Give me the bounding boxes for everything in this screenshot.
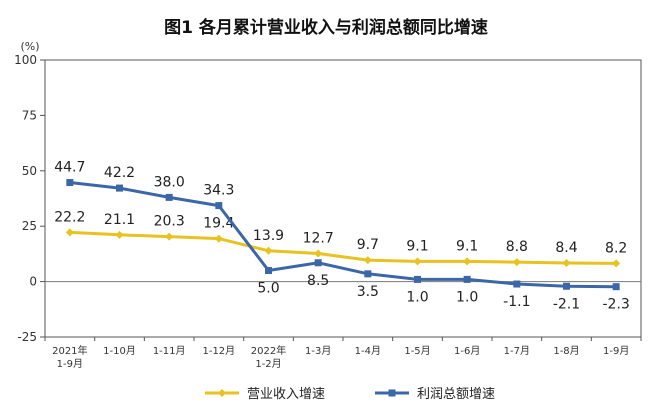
- legend-label: 利润总额增速: [417, 387, 495, 402]
- series-1: 22.2 21.1 20.3 19.4 13.9 12.7 9.7 9.1 9.1 8.8 8.4 8…: [54, 209, 627, 268]
- data-label: 44.7: [54, 160, 85, 176]
- series-line: [69, 181, 617, 289]
- x-tick-label: 1-3月: [305, 345, 331, 357]
- y-axis: -25 0 25 50 75 100: [14, 53, 641, 344]
- x-tick-label: 1-8月: [553, 345, 579, 357]
- data-label: -2.1: [553, 296, 580, 312]
- legend-item: 营业收入增速: [205, 387, 325, 402]
- data-point: [265, 267, 272, 275]
- data-point: [314, 249, 323, 258]
- legend-swatch-marker: [218, 389, 226, 397]
- x-tick-label: 2021年: [52, 344, 87, 357]
- data-point: [513, 280, 521, 288]
- data-point: [562, 258, 571, 267]
- plot-area: [44, 59, 642, 338]
- data-point: [612, 283, 620, 291]
- data-label: 1.0: [456, 289, 478, 305]
- data-point: [165, 232, 174, 241]
- data-label: 38.0: [154, 174, 185, 190]
- data-label: 1.0: [406, 289, 428, 305]
- x-tick-label: 1-2月: [255, 358, 281, 370]
- y-tick-label: 100: [14, 53, 37, 67]
- y-tick-label: 0: [29, 275, 37, 289]
- data-label: 19.4: [203, 216, 234, 232]
- data-label: 8.5: [307, 273, 329, 289]
- data-label: 20.3: [154, 214, 185, 230]
- data-label: 9.1: [406, 238, 428, 254]
- data-point: [314, 259, 322, 267]
- data-point: [214, 234, 223, 243]
- x-tick-label: 1-9月: [603, 345, 629, 357]
- data-point: [115, 230, 124, 239]
- data-label: 21.1: [104, 212, 135, 228]
- data-label: 34.3: [203, 183, 234, 199]
- data-label: 8.8: [506, 239, 528, 255]
- data-point: [363, 256, 372, 265]
- data-label: -1.1: [503, 294, 530, 310]
- data-label: 8.4: [555, 240, 577, 256]
- x-tick-label: 1-4月: [355, 345, 381, 357]
- series-layer: 22.2 21.1 20.3 19.4 13.9 12.7 9.7 9.1 9.1 8.8 8.4 8…: [54, 160, 630, 313]
- y-tick-label: -25: [17, 330, 37, 344]
- data-point: [463, 275, 471, 283]
- data-point: [65, 228, 74, 237]
- x-tick-label: 1-7月: [504, 345, 530, 357]
- legend: 营业收入增速 利润总额增速: [205, 387, 495, 402]
- legend-label: 营业收入增速: [247, 387, 325, 402]
- data-label: 9.7: [357, 237, 379, 253]
- data-point: [66, 179, 74, 187]
- data-point: [364, 270, 372, 278]
- data-point: [512, 258, 521, 267]
- data-label: 22.2: [54, 209, 85, 225]
- x-tick-label: 1-9月: [57, 358, 83, 370]
- x-tick-label: 1-11月: [153, 345, 186, 357]
- y-tick-label: 75: [22, 108, 37, 122]
- x-tick-label: 1-5月: [404, 345, 430, 357]
- data-label: 12.7: [303, 230, 334, 246]
- data-point: [165, 193, 173, 201]
- legend-swatch-marker: [388, 389, 396, 397]
- y-unit-label: (%): [20, 40, 39, 53]
- x-tick-label: 2022年: [251, 344, 286, 357]
- x-tick-label: 1-12月: [202, 345, 235, 357]
- data-label: 8.2: [605, 240, 627, 256]
- data-label: 3.5: [357, 284, 379, 300]
- data-point: [264, 246, 273, 255]
- legend-item: 利润总额增速: [375, 387, 495, 402]
- y-tick-label: 50: [22, 164, 37, 178]
- data-point: [116, 184, 123, 192]
- data-point: [612, 259, 621, 268]
- x-tick-label: 1-6月: [454, 345, 480, 357]
- data-point: [463, 257, 472, 266]
- chart-title: 图1 各月累计营业收入与利润总额同比增速: [164, 17, 488, 38]
- data-label: -2.3: [603, 297, 630, 313]
- data-label: 5.0: [257, 281, 279, 297]
- data-label: 9.1: [456, 238, 478, 254]
- data-point: [414, 275, 421, 283]
- data-label: 42.2: [104, 165, 135, 181]
- data-point: [413, 257, 422, 266]
- series-2: 44.7 42.2 38.0 34.3 5.0 8.5 3.5 1.0 1.0 -1.1 -2.1 -…: [54, 160, 630, 313]
- series-line: [69, 230, 617, 265]
- x-tick-label: 1-10月: [103, 345, 136, 357]
- data-label: 13.9: [253, 228, 284, 244]
- y-tick-label: 25: [22, 219, 37, 233]
- data-point: [563, 282, 570, 290]
- data-point: [215, 202, 223, 210]
